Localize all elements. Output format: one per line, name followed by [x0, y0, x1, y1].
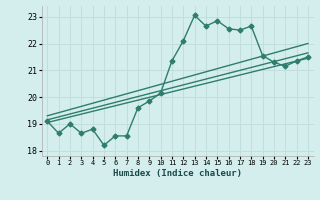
X-axis label: Humidex (Indice chaleur): Humidex (Indice chaleur) — [113, 169, 242, 178]
